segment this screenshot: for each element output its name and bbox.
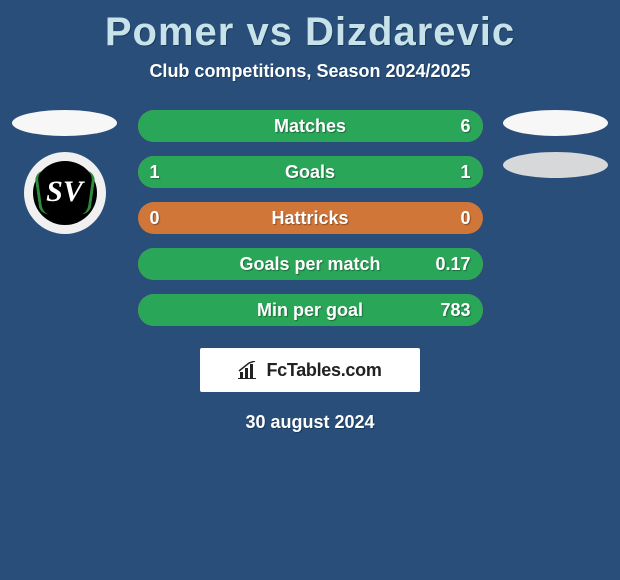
stat-row-matches: Matches 6	[138, 110, 483, 142]
stat-label: Min per goal	[257, 300, 363, 321]
left-side: SV	[10, 110, 120, 234]
brand-text: FcTables.com	[266, 360, 381, 381]
stat-right-value: 0	[460, 208, 470, 229]
stat-row-goals: 1 Goals 1	[138, 156, 483, 188]
comparison-area: SV Matches 6 1 Goals 1 0 Hattricks 0 Goa…	[0, 110, 620, 326]
stat-right-value: 1	[460, 162, 470, 183]
right-marker-1	[503, 110, 608, 136]
stat-label: Goals	[285, 162, 335, 183]
stat-fill-right	[310, 156, 483, 188]
chart-icon	[238, 361, 260, 379]
stat-label: Hattricks	[271, 208, 348, 229]
stat-right-value: 783	[440, 300, 470, 321]
right-side	[501, 110, 611, 178]
stat-row-gpm: Goals per match 0.17	[138, 248, 483, 280]
badge-initials: SV	[46, 175, 83, 209]
left-marker	[12, 110, 117, 136]
stat-right-value: 0.17	[435, 254, 470, 275]
stat-label: Goals per match	[239, 254, 380, 275]
stat-row-hattricks: 0 Hattricks 0	[138, 202, 483, 234]
subtitle: Club competitions, Season 2024/2025	[0, 61, 620, 82]
stat-row-mpg: Min per goal 783	[138, 294, 483, 326]
date-text: 30 august 2024	[0, 412, 620, 433]
stat-right-value: 6	[460, 116, 470, 137]
brand-box[interactable]: FcTables.com	[200, 348, 420, 392]
page-title: Pomer vs Dizdarevic	[0, 0, 620, 61]
right-marker-2	[503, 152, 608, 178]
stat-label: Matches	[274, 116, 346, 137]
left-club-badge: SV	[24, 152, 106, 234]
stat-left-value: 0	[150, 208, 160, 229]
stats-list: Matches 6 1 Goals 1 0 Hattricks 0 Goals …	[138, 110, 483, 326]
stat-left-value: 1	[150, 162, 160, 183]
